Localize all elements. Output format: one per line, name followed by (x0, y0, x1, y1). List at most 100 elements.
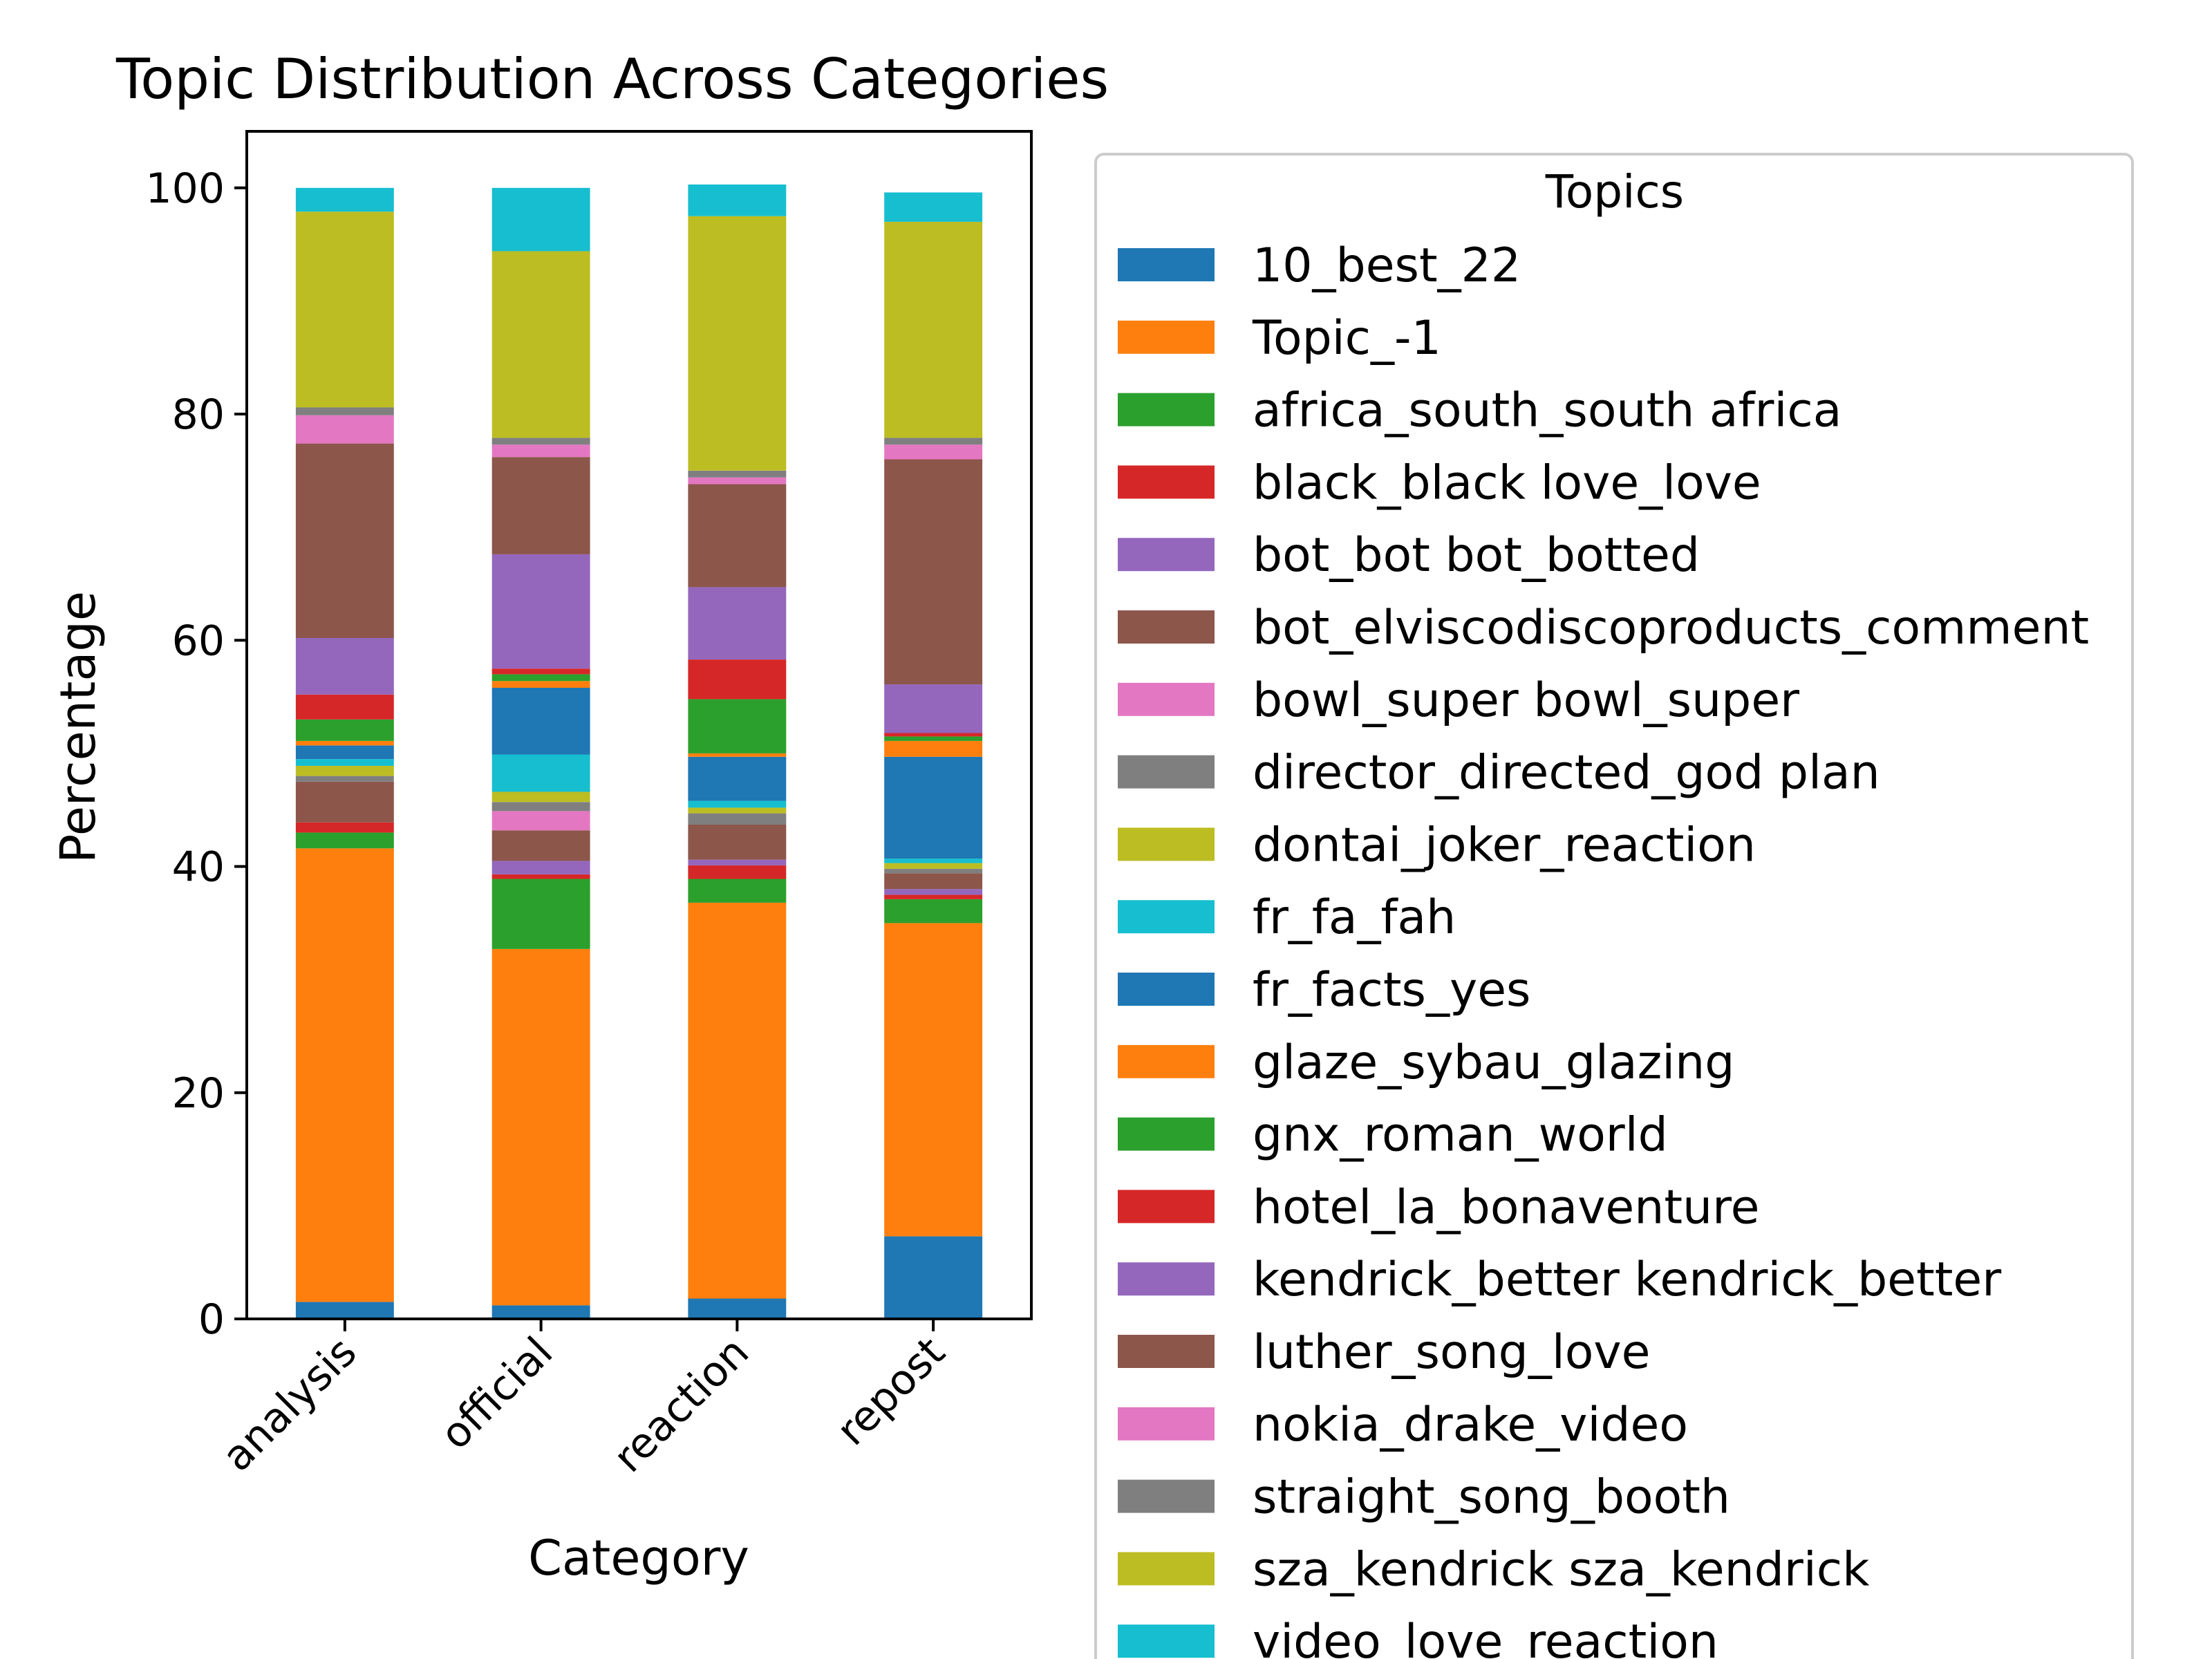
legend-label-13: hotel_la_bonaventure (1253, 1180, 1759, 1235)
legend-swatch-5 (1118, 610, 1215, 644)
legend-label-18: sza_kendrick sza_kendrick (1253, 1542, 1870, 1597)
bar-segment-analysis-16 (295, 415, 394, 444)
bar-segment-official-8 (491, 791, 590, 803)
legend-label-0: 10_best_22 (1253, 238, 1521, 293)
bar-segment-official-14 (491, 554, 590, 669)
bar-segment-reaction-14 (688, 587, 787, 660)
legend-swatch-7 (1118, 755, 1215, 789)
bar-segment-repost-0 (884, 1236, 983, 1319)
bar-segment-analysis-13 (295, 694, 394, 720)
bar-segment-reaction-3 (688, 865, 787, 879)
bar-segment-repost-3 (884, 894, 983, 899)
legend-label-4: bot_bot bot_botted (1253, 528, 1700, 583)
legend-swatch-17 (1118, 1479, 1215, 1513)
bar-segment-repost-1 (884, 923, 983, 1237)
legend-swatch-3 (1118, 465, 1215, 499)
legend-swatch-14 (1118, 1262, 1215, 1296)
y-tick-label: 40 (172, 843, 225, 892)
bar-segment-official-16 (491, 444, 590, 458)
legend-label-2: africa_south_south africa (1253, 384, 1841, 438)
y-tick-label: 0 (198, 1295, 225, 1344)
legend-swatch-4 (1118, 538, 1215, 572)
bar-segment-analysis-17 (295, 407, 394, 415)
legend-title: Topics (1545, 165, 1684, 218)
bar-segment-analysis-12 (295, 719, 394, 741)
bar-segment-repost-12 (884, 736, 983, 741)
bar-segment-reaction-19 (688, 184, 787, 216)
bar-segment-reaction-0 (688, 1298, 787, 1319)
bar-segment-official-10 (491, 688, 590, 755)
legend-label-1: Topic_-1 (1252, 311, 1441, 366)
legend-label-6: bowl_super bowl_super (1253, 673, 1799, 728)
bar-segment-official-1 (491, 949, 590, 1306)
y-tick-label: 80 (172, 391, 225, 439)
bar-segment-analysis-8 (295, 765, 394, 776)
bar-segment-reaction-16 (688, 477, 787, 485)
bar-segment-official-4 (491, 861, 590, 874)
legend-swatch-9 (1118, 900, 1215, 934)
bar-segment-official-9 (491, 754, 590, 792)
legend-label-7: director_directed_god plan (1253, 746, 1880, 800)
y-axis-label: Percentage (50, 591, 106, 863)
bar-segment-repost-15 (884, 459, 983, 685)
bar-segment-reaction-1 (688, 902, 787, 1299)
bar-segment-official-0 (491, 1305, 590, 1319)
bar-segment-analysis-15 (295, 443, 394, 638)
bar-segment-reaction-2 (688, 879, 787, 903)
legend-swatch-18 (1118, 1552, 1215, 1586)
bar-segment-analysis-7 (295, 776, 394, 782)
bar-segment-repost-13 (884, 733, 983, 737)
bar-segment-reaction-4 (688, 859, 787, 865)
bar-segment-reaction-13 (688, 659, 787, 700)
legend-label-16: nokia_drake_video (1253, 1398, 1688, 1452)
legend-swatch-0 (1118, 248, 1215, 281)
legend-swatch-10 (1118, 973, 1215, 1006)
legend-swatch-2 (1118, 393, 1215, 427)
bar-segment-analysis-3 (295, 822, 394, 833)
bar-segment-analysis-5 (295, 781, 394, 823)
bar-segment-official-3 (491, 874, 590, 879)
legend-label-9: fr_fa_fah (1253, 890, 1456, 945)
bar-segment-reaction-17 (688, 470, 787, 478)
bar-segment-official-15 (491, 457, 590, 554)
legend: Topics 10_best_22 Topic_-1 africa_south_so… (1094, 153, 2134, 1659)
x-tick-label-official: official (431, 1328, 562, 1459)
legend-swatch-16 (1118, 1407, 1215, 1441)
bars-group (295, 184, 983, 1319)
legend-swatch-12 (1118, 1117, 1215, 1151)
legend-swatch-15 (1118, 1335, 1215, 1368)
bar-segment-official-6 (491, 811, 590, 831)
legend-label-8: dontai_joker_reaction (1253, 818, 1756, 872)
legend-swatch-1 (1118, 320, 1215, 354)
x-tick-label-analysis: analysis (213, 1328, 366, 1481)
bar-segment-reaction-8 (688, 807, 787, 814)
y-tick-label: 20 (172, 1069, 225, 1118)
bar-segment-official-13 (491, 668, 590, 675)
y-tick-label: 100 (145, 165, 225, 213)
bar-segment-repost-9 (884, 859, 983, 863)
legend-frame (1094, 153, 2134, 1659)
legend-swatch-11 (1118, 1044, 1215, 1078)
bar-segment-reaction-5 (688, 825, 787, 860)
bar-segment-analysis-2 (295, 832, 394, 849)
bar-segment-analysis-10 (295, 745, 394, 760)
legend-label-15: luther_song_love (1253, 1325, 1650, 1380)
chart-title: Topic Distribution Across Categories (115, 47, 1109, 111)
bar-segment-analysis-11 (295, 740, 394, 746)
bar-segment-analysis-0 (295, 1302, 394, 1319)
bar-segment-analysis-19 (295, 187, 394, 212)
legend-label-11: glaze_sybau_glazing (1253, 1035, 1734, 1090)
legend-label-19: video_love_reaction (1253, 1615, 1718, 1659)
bar-segment-repost-4 (884, 889, 983, 895)
bar-segment-official-11 (491, 681, 590, 688)
bar-segment-official-7 (491, 802, 590, 812)
bar-segment-analysis-1 (295, 848, 394, 1302)
y-tick-label: 60 (172, 617, 225, 665)
bar-segment-reaction-18 (688, 216, 787, 471)
bar-segment-repost-8 (884, 863, 983, 869)
bar-segment-repost-14 (884, 684, 983, 733)
x-axis: analysis official reaction repost (213, 1319, 955, 1482)
bar-segment-official-5 (491, 830, 590, 861)
bar-segment-reaction-11 (688, 753, 787, 757)
bar-segment-official-18 (491, 251, 590, 438)
